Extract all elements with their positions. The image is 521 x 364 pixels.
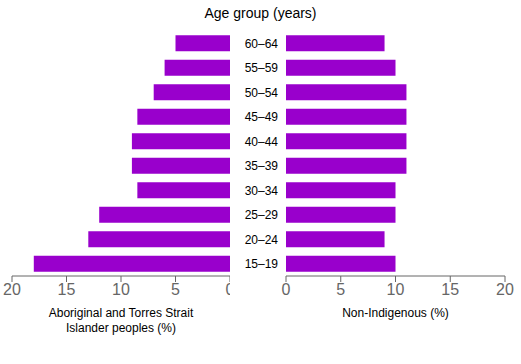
svg-text:15–19: 15–19 [245, 257, 279, 271]
svg-text:50–54: 50–54 [245, 86, 279, 100]
svg-text:20: 20 [496, 281, 513, 298]
svg-text:10: 10 [112, 281, 130, 298]
html-text:Aboriginal and Torres Strait I: Aboriginal and Torres Strait Islander pe… [48, 306, 194, 335]
svg-text:20: 20 [8, 281, 21, 298]
svg-text:0: 0 [226, 281, 230, 298]
svg-text:60–64: 60–64 [245, 37, 279, 51]
svg-text:30–34: 30–34 [245, 184, 279, 198]
html-text:Non-Indigenous (%): Non-Indigenous (%) [342, 306, 449, 320]
html-text:Age group (years): Age group (years) [204, 5, 317, 21]
svg-text:0: 0 [282, 281, 291, 298]
svg-text:15: 15 [441, 281, 459, 298]
svg-text:35–39: 35–39 [245, 159, 279, 173]
svg-text:40–44: 40–44 [245, 135, 279, 149]
svg-text:15: 15 [58, 281, 76, 298]
svg-text:10: 10 [387, 281, 405, 298]
svg-text:25–29: 25–29 [245, 208, 279, 222]
svg-text:55–59: 55–59 [245, 61, 279, 75]
svg-text:5: 5 [171, 281, 180, 298]
svg-text:5: 5 [336, 281, 345, 298]
svg-text:45–49: 45–49 [245, 110, 279, 124]
svg-text:20–24: 20–24 [245, 233, 279, 247]
